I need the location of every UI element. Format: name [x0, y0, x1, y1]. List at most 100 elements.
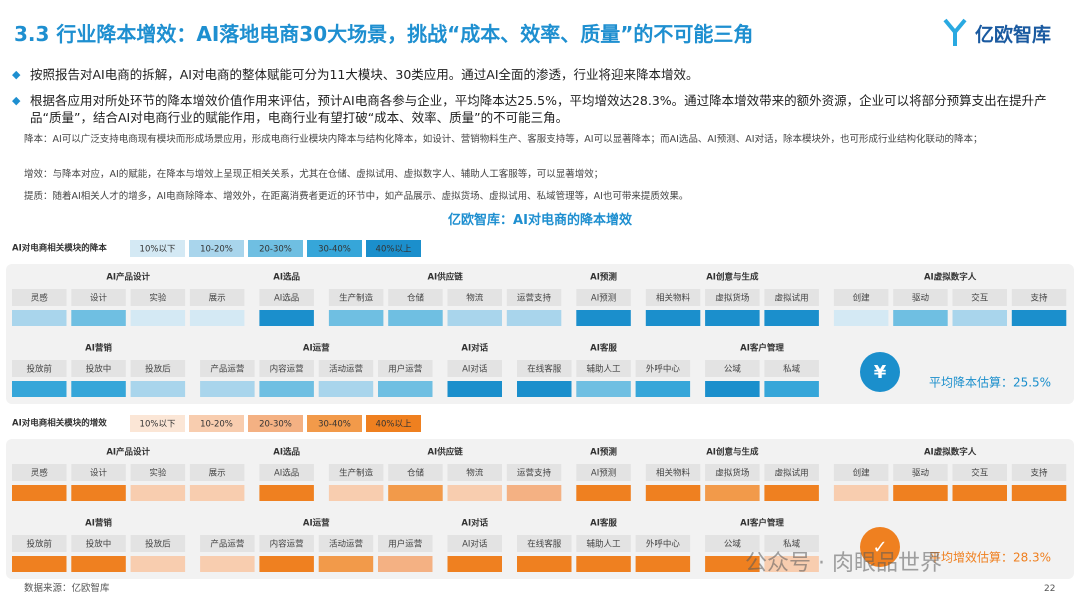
title: 3.3 行业降本增效：AI落地电商30大场景，挑战“成本、效率、质量”的不可能三… [14, 22, 754, 46]
item-box [71, 464, 126, 481]
item-label: AI选品 [274, 468, 299, 479]
item-box [764, 535, 819, 552]
group-title: AI供应链 [427, 272, 463, 283]
item-box [130, 360, 186, 377]
item-box [705, 464, 760, 481]
group-title: AI客服 [590, 518, 617, 529]
item-label: 私域 [783, 539, 801, 550]
group-title: AI产品设计 [106, 272, 150, 283]
level-bar [318, 556, 374, 572]
item-box [576, 360, 631, 377]
level-bar [71, 381, 126, 397]
item-label: 内容运营 [270, 364, 304, 375]
item-box [705, 289, 760, 306]
item-box [705, 535, 760, 552]
item-box [635, 360, 691, 377]
group-title: AI选品 [273, 272, 300, 283]
level-bar [130, 556, 186, 572]
summary-icon [860, 352, 900, 392]
item-box [447, 360, 502, 377]
item-label: 活动运营 [329, 364, 363, 375]
item-box [328, 464, 384, 481]
item-box [130, 535, 186, 552]
level-bar [705, 310, 760, 326]
item-label: 在线客服 [527, 364, 562, 375]
summary-icon [860, 527, 900, 567]
group-title: AI运营 [303, 343, 330, 354]
source: 数据来源：亿欧智库 [24, 583, 110, 594]
item-box [318, 360, 374, 377]
item-box [447, 535, 502, 552]
item-label: 设计 [90, 468, 108, 479]
legend-swatch [130, 415, 185, 432]
item-label: 运营支持 [517, 293, 552, 304]
page-number: 22 [1044, 584, 1056, 594]
item-label: 仓储 [407, 468, 425, 479]
legend-title: AI对电商相关模块的增效 [12, 418, 107, 429]
item-box [189, 289, 245, 306]
item-label: 虚拟试用 [775, 468, 809, 479]
legend-swatch [189, 415, 244, 432]
note: 增效：与降本对应，AI的赋能，在降本与增效上呈现正相关关系，尤其在仓储、虚拟试用… [24, 169, 604, 180]
legend-label: 20-30% [259, 420, 292, 430]
item-box [130, 464, 186, 481]
legend-label: 20-30% [259, 245, 292, 255]
level-bar [200, 556, 255, 572]
level-bar [318, 381, 374, 397]
item-label: 创建 [853, 468, 871, 479]
note: 降本：AI可以广泛支持电商现有模块而形成场景应用，形成电商行业模块内降本与结构化… [24, 134, 983, 145]
item-label: 私域 [783, 364, 801, 375]
level-bar [71, 556, 126, 572]
item-label: 公域 [724, 364, 742, 375]
legend-swatch [366, 240, 421, 257]
item-box [447, 464, 502, 481]
group-title: AI创意与生成 [706, 272, 759, 283]
item-label: 用户运营 [388, 539, 422, 550]
level-bar [952, 310, 1007, 326]
item-box [893, 289, 948, 306]
item-box [259, 535, 314, 552]
level-bar [645, 485, 701, 501]
level-bar [705, 381, 760, 397]
level-bar [893, 310, 948, 326]
item-box [635, 535, 691, 552]
logo: 亿欧智库 [975, 24, 1052, 46]
item-box [388, 464, 443, 481]
level-bar [764, 485, 819, 501]
legend-swatch [248, 415, 303, 432]
level-bar [447, 485, 502, 501]
item-box [833, 464, 889, 481]
item-label: 实验 [149, 468, 167, 479]
item-label: 灵感 [31, 293, 49, 304]
legend-label: 10-20% [200, 420, 233, 430]
level-bar [635, 381, 691, 397]
item-box [764, 464, 819, 481]
level-bar [506, 485, 562, 501]
group-title: AI虚拟数字人 [924, 272, 977, 283]
level-bar [447, 381, 502, 397]
legend-swatch [307, 415, 362, 432]
item-box [576, 464, 631, 481]
level-bar [833, 485, 889, 501]
legend-swatch [366, 415, 421, 432]
legend-swatch [307, 240, 362, 257]
item-box [12, 289, 67, 306]
item-label: 物流 [466, 468, 484, 479]
item-box [506, 464, 562, 481]
legend-label: 30-40% [318, 420, 351, 430]
group-title: AI产品设计 [106, 447, 150, 458]
level-bar [576, 381, 631, 397]
item-label: 虚拟货场 [715, 468, 749, 479]
item-label: 创建 [853, 293, 871, 304]
item-label: 展示 [209, 294, 226, 304]
item-box [576, 535, 631, 552]
item-label: 投放后 [145, 539, 171, 550]
level-bar [12, 485, 67, 501]
item-box [318, 535, 374, 552]
level-bar [705, 485, 760, 501]
level-bar [517, 556, 572, 572]
level-bar [388, 310, 443, 326]
level-bar [200, 381, 255, 397]
item-box [12, 464, 67, 481]
